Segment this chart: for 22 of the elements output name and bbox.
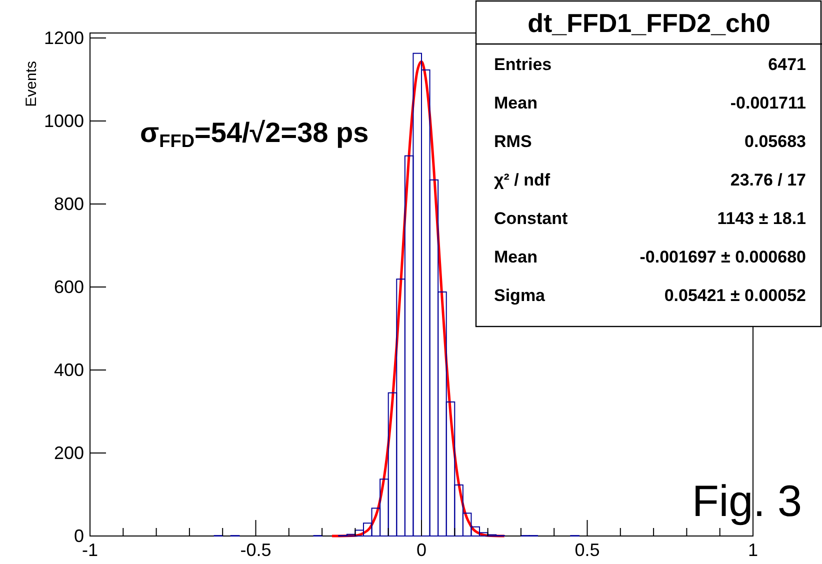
- text: Entries 6471: [494, 55, 806, 74]
- text: Mean -0.001711: [494, 94, 806, 112]
- annotation: σ$_{FFD}$=54/√2=38 ps: [140, 117, 369, 152]
- text: χ² / ndf 23.76 / 17: [494, 170, 806, 190]
- y-tick-label: 600: [54, 276, 84, 297]
- y-tick-label: 400: [54, 360, 84, 380]
- text: Sigma 0.05421 ± 0.00052: [494, 286, 806, 305]
- y-tick-label: 1000: [44, 110, 84, 131]
- x-tick-label: 0.5: [574, 540, 600, 560]
- x-tick-label: 0: [416, 540, 427, 560]
- chart-title: dt_FFD1_FFD2_ch0: [528, 8, 770, 38]
- y-tick-label: 200: [54, 442, 84, 463]
- text: Constant 1143 ± 18.1: [494, 209, 806, 228]
- x-tick-label: -0.5: [240, 540, 272, 560]
- x-tick-label: -1: [82, 540, 98, 560]
- y-tick-label: 1200: [44, 28, 84, 48]
- y-tick-label: 800: [54, 194, 84, 214]
- text: RMS 0.05683: [494, 132, 806, 151]
- y-tick-label: 0: [74, 526, 84, 546]
- y-axis-title: Events: [23, 61, 40, 107]
- text: Mean -0.001697 ± 0.000680: [494, 248, 806, 266]
- x-tick-label: 1: [748, 540, 758, 560]
